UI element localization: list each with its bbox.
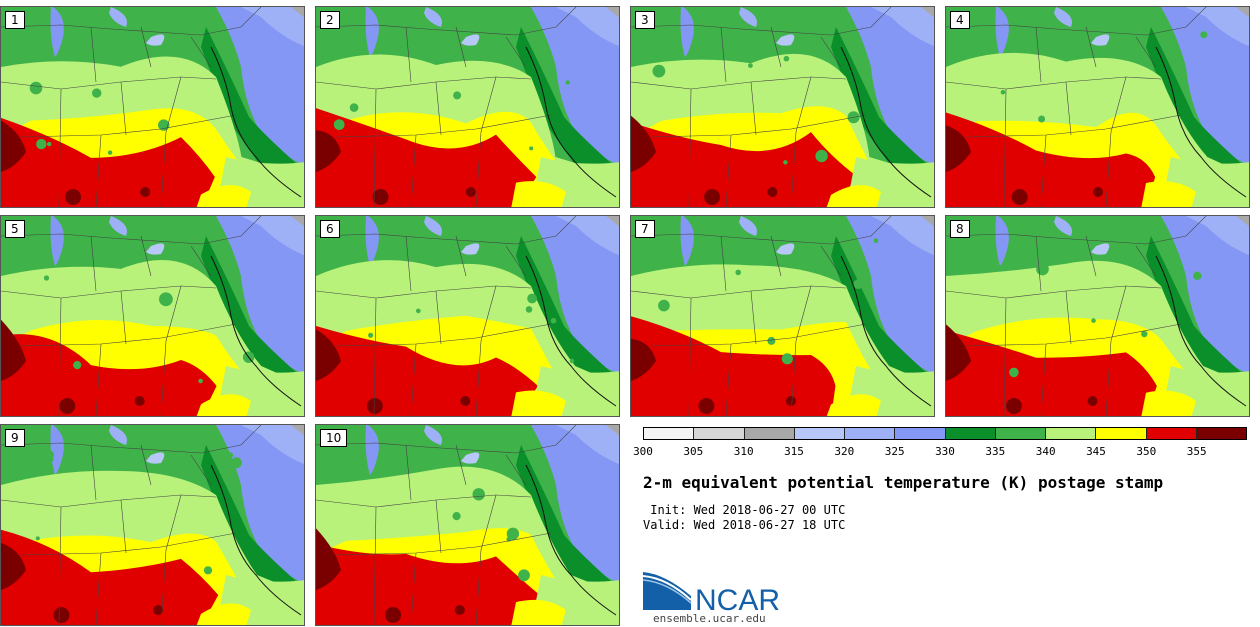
coastline <box>1155 46 1247 198</box>
colorbar-cell <box>694 428 745 439</box>
colorbar-cell <box>1096 428 1147 439</box>
coastline <box>525 255 617 407</box>
lake-region <box>50 425 64 475</box>
coastline <box>840 255 932 407</box>
ocean-region <box>1161 216 1249 375</box>
coastline <box>1155 255 1247 407</box>
map-panel: 10 <box>315 424 620 626</box>
map-panel: 4 <box>945 6 1250 208</box>
state-boundaries <box>1 425 262 625</box>
colorbar-cell <box>845 428 896 439</box>
map-panel: 2 <box>315 6 620 208</box>
colorbar-tick-label: 355 <box>1186 445 1207 458</box>
colorbar-tick-label: 305 <box>683 445 704 458</box>
colorbar-cell <box>644 428 695 439</box>
colorbar-cell <box>895 428 946 439</box>
map-panel: 1 <box>0 6 305 208</box>
lake-region <box>50 7 64 57</box>
colorbar-tick-label: 340 <box>1035 445 1056 458</box>
colorbar-cell <box>744 428 795 439</box>
ocean-region <box>531 7 619 166</box>
state-boundaries <box>631 7 892 207</box>
colorbar-cell <box>1196 428 1246 439</box>
lake-region <box>365 216 379 266</box>
ncar-logo: NCAR <box>643 572 780 615</box>
state-boundaries <box>946 7 1207 207</box>
state-boundaries <box>1 216 262 416</box>
map-panel: 5 <box>0 215 305 417</box>
panel-label: 9 <box>5 429 25 447</box>
coastline <box>840 46 932 198</box>
lake-region <box>50 216 64 266</box>
panel-label: 4 <box>950 11 970 29</box>
colorbar-tick-label: 350 <box>1136 445 1157 458</box>
panel-label: 5 <box>5 220 25 238</box>
ocean-region <box>846 7 934 166</box>
colorbar <box>643 427 1247 440</box>
lake-region <box>365 7 379 57</box>
ocean-region <box>216 216 304 375</box>
colorbar-tick-label: 300 <box>633 445 653 458</box>
ncar-logo-text: NCAR <box>695 584 780 615</box>
colorbar-tick-label: 315 <box>784 445 804 458</box>
panel-label: 3 <box>635 11 655 29</box>
state-boundaries <box>316 425 577 625</box>
colorbar-tick-label: 310 <box>733 445 754 458</box>
state-boundaries <box>316 216 577 416</box>
coastline <box>525 464 617 616</box>
colorbar-cell <box>1046 428 1097 439</box>
panel-label: 7 <box>635 220 655 238</box>
lake-region <box>995 7 1009 57</box>
colorbar-tick-label: 320 <box>834 445 855 458</box>
colorbar-cell <box>945 428 996 439</box>
lake-region <box>365 425 379 475</box>
ocean-region <box>531 425 619 584</box>
lake-region <box>680 216 694 266</box>
init-time: Init: Wed 2018-06-27 00 UTC <box>643 503 846 517</box>
coastline <box>210 464 302 616</box>
panel-label: 2 <box>320 11 340 29</box>
ocean-region <box>216 7 304 166</box>
coastline <box>210 46 302 198</box>
ocean-region <box>531 216 619 375</box>
valid-time: Valid: Wed 2018-06-27 18 UTC <box>643 518 846 532</box>
map-panel: 7 <box>630 215 935 417</box>
colorbar-cell <box>995 428 1046 439</box>
colorbar-tick-label: 325 <box>884 445 905 458</box>
state-boundaries <box>631 216 892 416</box>
panel-label: 10 <box>320 429 348 447</box>
map-panel: 6 <box>315 215 620 417</box>
colorbar-cell <box>1146 428 1197 439</box>
state-boundaries <box>946 216 1207 416</box>
ocean-region <box>846 216 934 375</box>
colorbar-cell <box>794 428 845 439</box>
map-panel: 9 <box>0 424 305 626</box>
site-url: ensemble.ucar.edu <box>653 612 766 625</box>
colorbar-tick-label: 330 <box>935 445 955 458</box>
map-panel: 8 <box>945 215 1250 417</box>
panel-label: 6 <box>320 220 340 238</box>
lake-region <box>680 7 694 57</box>
state-boundaries <box>1 7 262 207</box>
map-panel: 3 <box>630 6 935 208</box>
coastline <box>210 255 302 407</box>
coastline <box>525 46 617 198</box>
chart-title: 2-m equivalent potential temperature (K)… <box>643 473 1164 492</box>
ocean-region <box>1161 7 1249 166</box>
panel-label: 8 <box>950 220 970 238</box>
lake-region <box>995 216 1009 266</box>
state-boundaries <box>316 7 577 207</box>
panel-label: 1 <box>5 11 25 29</box>
colorbar-tick-label: 335 <box>985 445 1006 458</box>
colorbar-tick-label: 345 <box>1086 445 1106 458</box>
